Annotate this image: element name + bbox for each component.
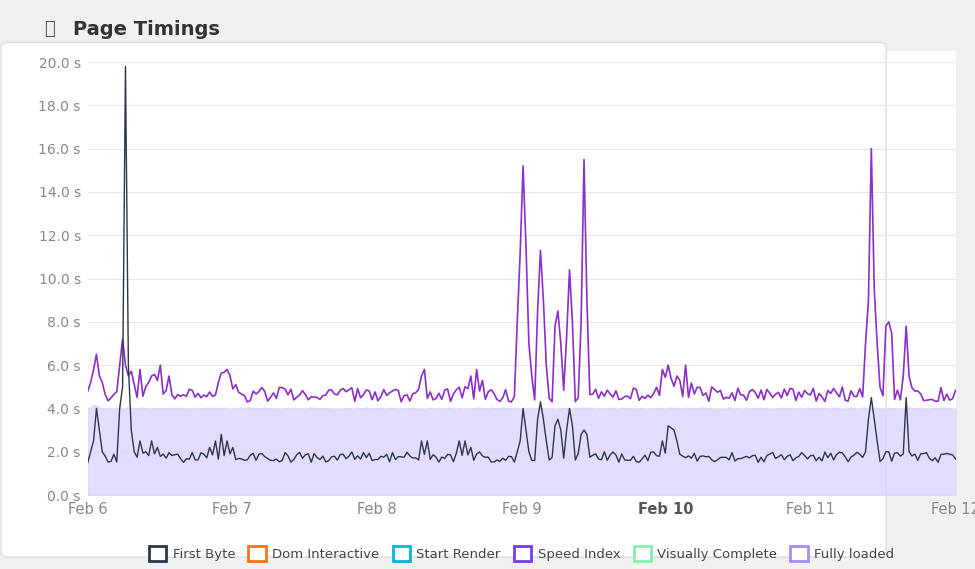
Legend: First Byte, Dom Interactive, Start Render, Speed Index, Visually Complete, Fully: First Byte, Dom Interactive, Start Rende… [143,541,900,566]
Text: ⏱: ⏱ [44,20,55,38]
Text: Page Timings: Page Timings [73,20,220,39]
FancyBboxPatch shape [1,42,886,557]
